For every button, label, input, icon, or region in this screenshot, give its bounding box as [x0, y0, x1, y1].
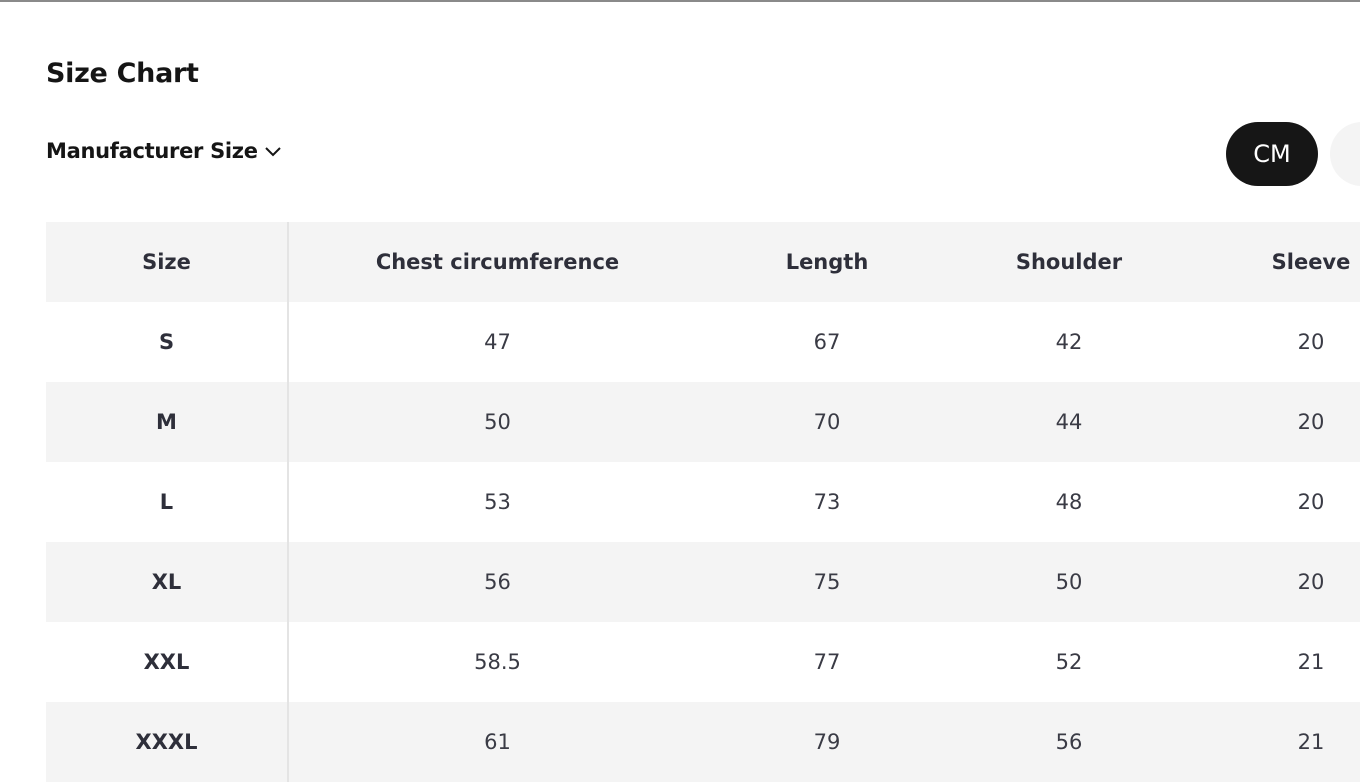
table-body: S 47 67 42 20 M 50 70 44 20 L 53 73 48 20 XL 56 75 50 20 XXL…: [46, 302, 1360, 782]
measure-cell: 67: [813, 330, 841, 354]
measure-cell: 21: [1190, 702, 1360, 782]
measure-cell: 48: [1055, 490, 1083, 514]
measure-cell: 21: [1297, 650, 1325, 674]
measure-cell: 20: [1190, 382, 1360, 462]
size-cell: M: [46, 382, 289, 462]
header-row: Size Chest circumference Length Shoulder Sle…: [46, 222, 1360, 302]
measure-cell: 50: [288, 382, 706, 462]
size-cell: XXL: [46, 622, 289, 702]
measure-cell: 52: [1055, 650, 1083, 674]
measure-cell: 77: [813, 650, 841, 674]
measure-cell: 42: [1055, 330, 1083, 354]
table-row: XXL 58.5 77 52 21: [46, 622, 1360, 702]
chevron-icon: [264, 147, 281, 157]
unit-button-alt[interactable]: [1330, 122, 1360, 186]
table-row: XL 56 75 50 20: [46, 542, 1360, 622]
size-cell: S: [46, 302, 289, 382]
table-row: XXXL 61 79 56 21: [46, 702, 1360, 782]
measure-cell: 20: [1190, 542, 1360, 622]
size-system-label: Manufacturer Size: [46, 139, 258, 163]
size-cell: XXXL: [46, 702, 289, 782]
top-border: [0, 0, 1360, 2]
size-system-dropdown[interactable]: Manufacturer Size: [46, 139, 282, 163]
header-cell: Sleeve: [1190, 222, 1360, 302]
measure-cell: 73: [813, 490, 841, 514]
table-row: L 53 73 48 20: [46, 462, 1360, 542]
measure-cell: 58.5: [474, 650, 521, 674]
measure-cell: 20: [1297, 330, 1325, 354]
measure-cell: 56: [948, 702, 1190, 782]
measure-cell: 53: [484, 490, 511, 514]
size-cell: XL: [46, 542, 289, 622]
measure-cell: 50: [948, 542, 1190, 622]
measure-cell: 75: [706, 542, 948, 622]
measure-cell: 44: [948, 382, 1190, 462]
measure-cell: 20: [1297, 490, 1325, 514]
size-table-container: Size Chest circumference Length Shoulder Sle…: [46, 222, 1360, 782]
table-row: S 47 67 42 20: [46, 302, 1360, 382]
size-table: Size Chest circumference Length Shoulder Sle…: [46, 222, 1360, 782]
measure-cell: 56: [288, 542, 706, 622]
unit-button[interactable]: CM: [1226, 122, 1318, 186]
size-cell: L: [46, 462, 289, 542]
measure-cell: 47: [484, 330, 511, 354]
header-cell: Shoulder: [948, 222, 1190, 302]
measure-cell: 70: [706, 382, 948, 462]
header-cell: Chest circumference: [288, 222, 706, 302]
header-cell: Length: [706, 222, 948, 302]
header-cell: Size: [46, 222, 289, 302]
title: Size Chart: [46, 58, 199, 89]
measure-cell: 61: [288, 702, 706, 782]
table-row: M 50 70 44 20: [46, 382, 1360, 462]
measure-cell: 79: [706, 702, 948, 782]
